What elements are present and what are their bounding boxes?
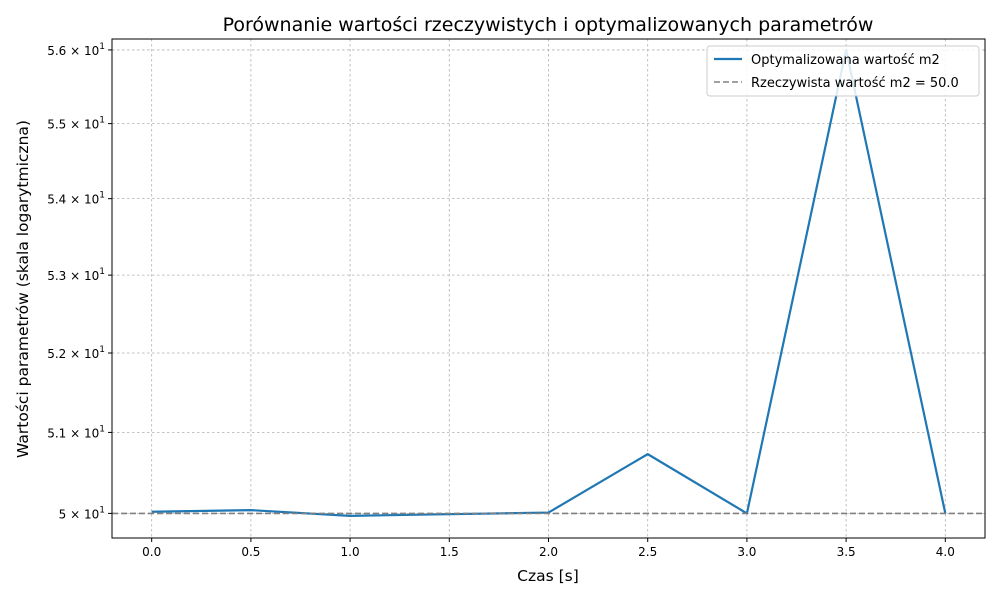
y-tick-label: 5.6 × 101	[47, 42, 105, 58]
y-tick-label: 5 × 101	[59, 505, 105, 521]
x-tick-label: 2.0	[539, 545, 558, 559]
legend-label: Rzeczywista wartość m2 = 50.0	[751, 76, 959, 91]
legend: Optymalizowana wartość m2 Rzeczywista war…	[706, 45, 980, 97]
x-tick-label: 2.5	[638, 545, 657, 559]
y-tick-label: 5.4 × 101	[47, 191, 105, 207]
legend-box	[706, 45, 980, 97]
y-tick-label: 5.2 × 101	[47, 345, 105, 361]
x-tick-label: 0.5	[241, 545, 260, 559]
series-line-optimized	[151, 48, 947, 517]
y-tick-label: 5.3 × 101	[47, 267, 105, 283]
x-tick-label: 3.5	[837, 545, 856, 559]
x-tick-label: 0.0	[142, 545, 161, 559]
x-axis-ticks: 0.0 0.5 1.0 1.5 2.0 2.5 3.0 3.5 4.0	[142, 538, 955, 559]
y-axis-ticks: 5 × 101 5.1 × 101 5.2 × 101 5.3 × 101 5.4 × …	[47, 42, 112, 521]
x-tick-label: 1.0	[341, 545, 360, 559]
y-tick-label: 5.1 × 101	[47, 424, 105, 440]
y-axis-label: Wartości parametrów (skala logarytmiczna…	[14, 120, 32, 458]
chart-title: Porównanie wartości rzeczywistych i opty…	[223, 14, 874, 36]
y-tick-label: 5.5 × 101	[47, 116, 105, 132]
x-tick-label: 3.0	[737, 545, 756, 559]
x-axis-label: Czas [s]	[517, 567, 579, 585]
legend-label: Optymalizowana wartość m2	[751, 53, 940, 68]
x-tick-label: 4.0	[936, 545, 955, 559]
series-layer	[112, 48, 985, 517]
x-tick-label: 1.5	[440, 545, 459, 559]
